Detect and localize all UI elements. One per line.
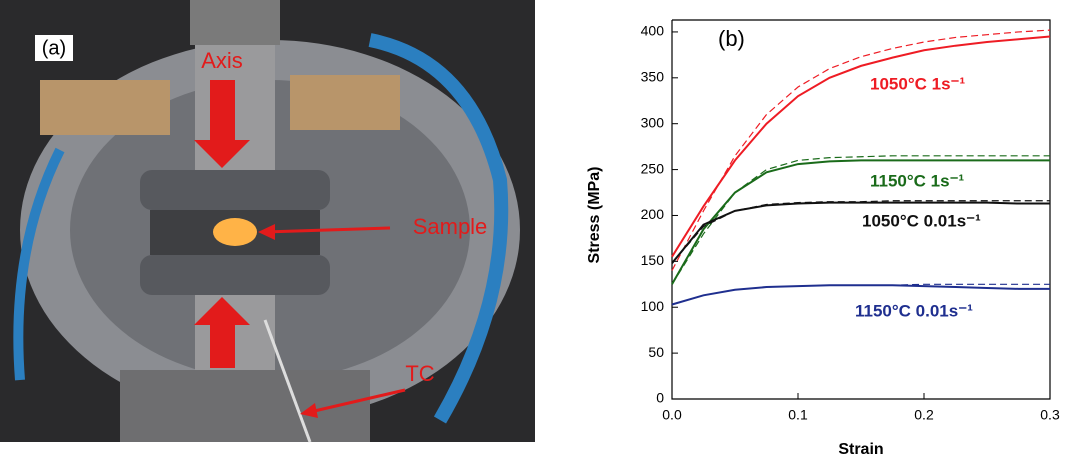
y-tick-label: 100 <box>641 298 665 314</box>
annotation: Axis <box>201 48 243 73</box>
upper-rod <box>190 0 280 45</box>
fit-line <box>671 29 1051 271</box>
annotation: Sample <box>413 214 488 239</box>
x-tick-label: 0.0 <box>662 407 682 423</box>
y-tick-label: 200 <box>641 206 665 222</box>
x-axis-title: Strain <box>838 441 883 458</box>
photo: (a) Axis Sample TC <box>0 0 535 443</box>
x-tick-label: 0.1 <box>788 407 808 423</box>
y-tick-label: 350 <box>641 69 665 85</box>
fit-line <box>671 155 1050 285</box>
fit-line <box>671 200 1050 264</box>
arrow-line <box>309 388 406 414</box>
x-tick-label: 0.2 <box>914 407 934 423</box>
arrow-head <box>300 403 318 418</box>
data-line <box>671 35 1051 258</box>
y-tick-label: 400 <box>641 23 665 39</box>
series-label: 1150°C 0.01s⁻¹ <box>855 301 973 320</box>
x-tick-label: 0.3 <box>1040 407 1060 423</box>
y-tick-label: 250 <box>641 160 665 176</box>
axis-frame <box>671 19 1051 400</box>
series-label: 1050°C 1s⁻¹ <box>870 74 965 93</box>
y-tick-label: 0 <box>656 390 664 406</box>
label-box <box>35 35 73 61</box>
arrow-down <box>194 80 250 168</box>
arrow-line <box>264 226 391 234</box>
thermocouple <box>263 319 312 443</box>
data-line <box>671 201 1050 264</box>
bracket <box>290 75 400 130</box>
lower-anvil <box>140 255 330 295</box>
data-line <box>671 284 1050 306</box>
chart-label: (b) <box>718 26 745 51</box>
arrow-up <box>194 297 250 368</box>
hose <box>13 147 65 381</box>
annotation: TC <box>405 361 434 386</box>
upper-anvil <box>140 170 330 210</box>
y-axis-title: Stress (MPa) <box>586 167 603 264</box>
panel-label: (a) <box>42 37 66 59</box>
bracket <box>40 80 170 135</box>
base <box>120 370 370 442</box>
series-label: 1050°C 0.01s⁻¹ <box>862 211 981 230</box>
series-label: 1150°C 1s⁻¹ <box>870 171 965 190</box>
y-tick-label: 300 <box>641 114 665 130</box>
y-tick-label: 50 <box>648 344 664 360</box>
data-line <box>671 159 1050 285</box>
y-tick-label: 150 <box>641 252 665 268</box>
arrow-head <box>258 224 275 240</box>
hose <box>368 33 509 424</box>
chart: (b) Stress (MPa) Strain 0 50 100 150 200 250 3… <box>586 19 1060 458</box>
sample-glow <box>213 218 257 246</box>
